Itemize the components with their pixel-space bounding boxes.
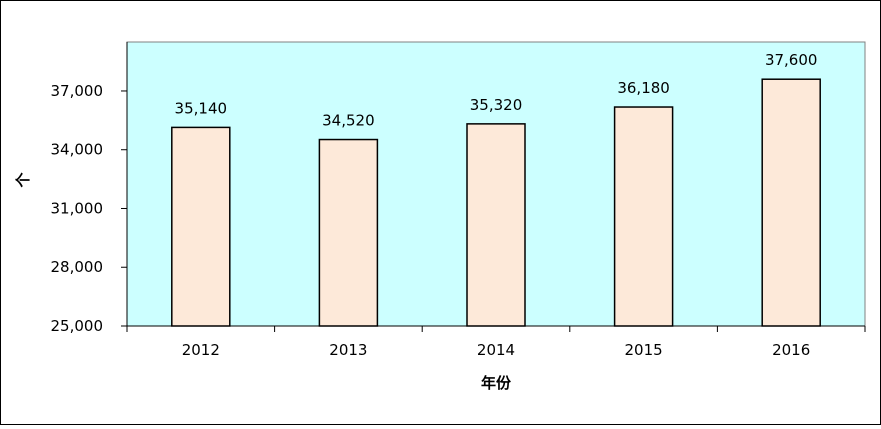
bar [171,126,231,327]
value-label: 37,600 [765,51,818,69]
x-tick-label: 2015 [625,341,663,359]
bar [466,123,526,327]
x-tick-label: 2014 [477,341,515,359]
y-tick-label: 34,000 [51,141,104,159]
y-axis-label: 个 [14,172,32,189]
value-label: 35,140 [175,99,228,117]
x-axis-label: 年份 [481,374,512,392]
y-tick-label: 37,000 [51,82,104,100]
value-label: 35,320 [470,96,523,114]
x-tick-label: 2012 [182,341,220,359]
x-tick-label: 2013 [329,341,367,359]
x-tick-label: 2016 [772,341,810,359]
value-label: 34,520 [322,112,375,130]
y-tick-label: 31,000 [51,199,104,217]
bar [613,106,674,327]
y-tick-label: 28,000 [51,258,104,276]
y-tick-label: 25,000 [51,317,104,335]
value-label: 36,180 [617,79,670,97]
bar [318,138,379,327]
bar [761,78,821,327]
